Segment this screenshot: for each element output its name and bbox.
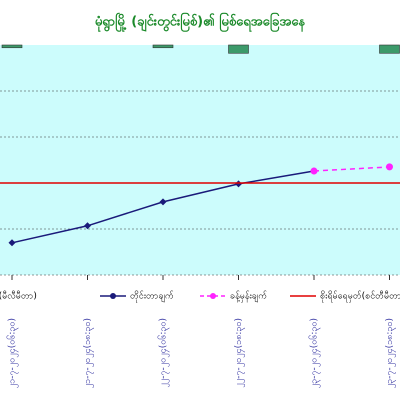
point bbox=[8, 239, 16, 247]
legend-label: တိုင်းတာချက် bbox=[130, 291, 174, 303]
plot-area bbox=[0, 45, 400, 275]
x-tick-label: ၂၁-၇-၂၀၂၄(၀၆:၃၀) bbox=[7, 318, 19, 388]
x-tick-label: ၂၂-၇-၂၀၂၄(၁၈:၃၀) bbox=[234, 318, 245, 388]
x-tick-label: ၂၃-၇-၂၀၂၄(၀၆:၃၀) bbox=[309, 318, 321, 388]
legend-label: ခန့်မှန်းချက် bbox=[230, 291, 268, 303]
rain-bar bbox=[152, 44, 174, 49]
point bbox=[84, 222, 91, 230]
point bbox=[159, 198, 167, 206]
point bbox=[310, 167, 318, 175]
chart-title: မုံရွာမြို့ (ချင်းတွင်းမြစ်)၏ မြစ်ရေအခြေ… bbox=[95, 12, 307, 33]
legend-marker bbox=[110, 293, 116, 299]
point bbox=[386, 163, 393, 171]
legend-label: မိုးရေချိန်(မီလီမီတာ) bbox=[0, 291, 37, 303]
rain-bar bbox=[1, 44, 23, 49]
legend-marker bbox=[210, 293, 216, 299]
x-tick-label: ၂၂-၇-၂၀၂၄(၀၆:၃၀) bbox=[158, 318, 170, 388]
rain-bar bbox=[379, 44, 400, 54]
series-line bbox=[313, 166, 390, 172]
legend-label: စိုးရိမ်ရေမှတ်(စင်တီမီတာ) bbox=[320, 291, 400, 303]
rain-bar bbox=[228, 44, 249, 54]
x-tick-label: ၂၁-၇-၂၀၂၄(၁၈:၃၀) bbox=[83, 318, 94, 388]
x-tick-label: ၂၃-၇-၂၀၂၄(၁၈:၃၀) bbox=[385, 318, 396, 388]
point bbox=[235, 180, 242, 188]
